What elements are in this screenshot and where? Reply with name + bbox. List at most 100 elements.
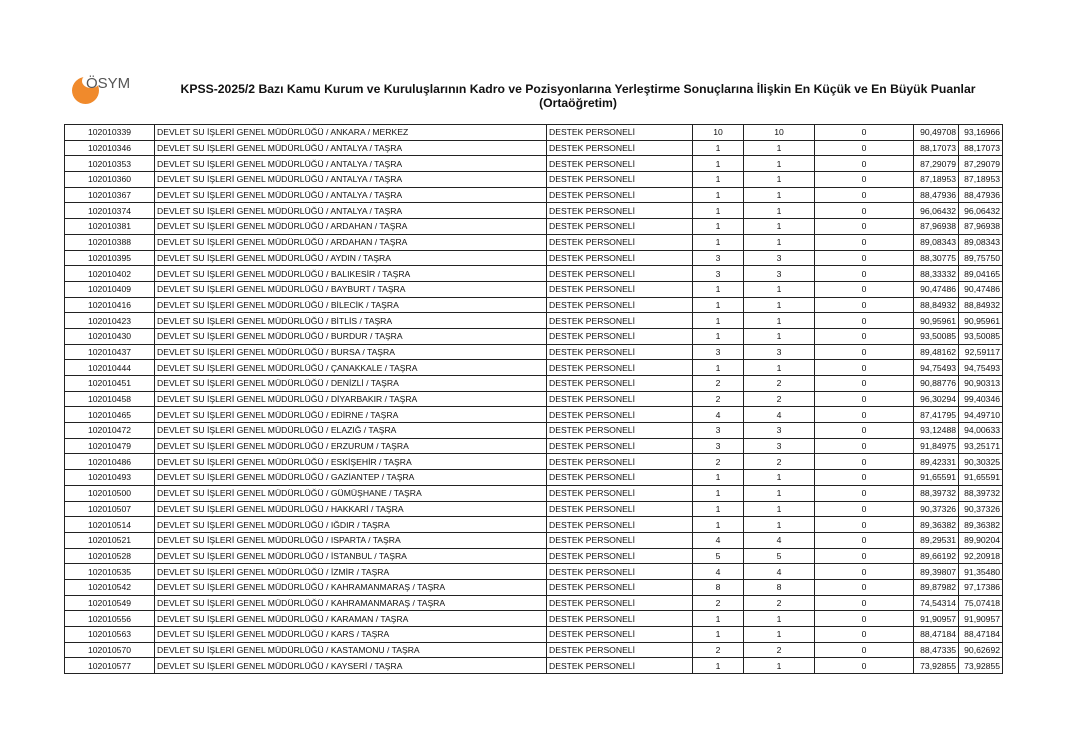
table-row: 102010507 DEVLET SU İŞLERİ GENEL MÜDÜRLÜĞ… xyxy=(64,500,1003,518)
max-score-cell: 92,20918 xyxy=(958,547,1003,565)
placed-cell: 1 xyxy=(743,327,815,345)
max-score-cell: 91,65591 xyxy=(958,469,1003,486)
institution-cell: DEVLET SU İŞLERİ GENEL MÜDÜRLÜĞÜ / HAKKA… xyxy=(154,500,547,518)
max-score-cell: 88,47184 xyxy=(958,626,1003,643)
max-score-cell: 91,35480 xyxy=(958,563,1003,580)
quota-cell: 4 xyxy=(692,406,744,424)
vacant-cell: 0 xyxy=(814,547,914,565)
quota-cell: 1 xyxy=(692,280,744,298)
max-score-cell: 91,90957 xyxy=(958,610,1003,627)
position-cell: DESTEK PERSONELİ xyxy=(546,265,693,282)
min-score-cell: 94,75493 xyxy=(913,359,959,376)
program-code-cell: 102010346 xyxy=(64,139,155,157)
min-score-cell: 90,49708 xyxy=(913,124,959,141)
min-score-cell: 89,42331 xyxy=(913,453,959,471)
table-row: 102010437 DEVLET SU İŞLERİ GENEL MÜDÜRLÜĞ… xyxy=(64,343,1003,361)
quota-cell: 4 xyxy=(692,531,744,549)
table-row: 102010444 DEVLET SU İŞLERİ GENEL MÜDÜRLÜĞ… xyxy=(64,359,1003,376)
quota-cell: 2 xyxy=(692,641,744,659)
vacant-cell: 0 xyxy=(814,484,914,502)
quota-cell: 2 xyxy=(692,453,744,471)
min-score-cell: 88,47184 xyxy=(913,626,959,643)
placed-cell: 1 xyxy=(743,171,815,188)
vacant-cell: 0 xyxy=(814,218,914,235)
position-cell: DESTEK PERSONELİ xyxy=(546,453,693,471)
table-row: 102010528 DEVLET SU İŞLERİ GENEL MÜDÜRLÜĞ… xyxy=(64,547,1003,565)
table-row: 102010346 DEVLET SU İŞLERİ GENEL MÜDÜRLÜĞ… xyxy=(64,139,1003,157)
max-score-cell: 94,00633 xyxy=(958,422,1003,439)
program-code-cell: 102010577 xyxy=(64,657,155,675)
table-row: 102010570 DEVLET SU İŞLERİ GENEL MÜDÜRLÜĞ… xyxy=(64,641,1003,659)
institution-cell: DEVLET SU İŞLERİ GENEL MÜDÜRLÜĞÜ / BURDU… xyxy=(154,327,547,345)
min-score-cell: 74,54314 xyxy=(913,594,959,612)
quota-cell: 1 xyxy=(692,186,744,204)
program-code-cell: 102010430 xyxy=(64,327,155,345)
quota-cell: 1 xyxy=(692,155,744,173)
institution-cell: DEVLET SU İŞLERİ GENEL MÜDÜRLÜĞÜ / ANKAR… xyxy=(154,124,547,141)
program-code-cell: 102010514 xyxy=(64,516,155,533)
quota-cell: 1 xyxy=(692,484,744,502)
vacant-cell: 0 xyxy=(814,375,914,392)
position-cell: DESTEK PERSONELİ xyxy=(546,531,693,549)
program-code-cell: 102010458 xyxy=(64,390,155,408)
table-row: 102010416 DEVLET SU İŞLERİ GENEL MÜDÜRLÜĞ… xyxy=(64,296,1003,314)
max-score-cell: 93,16966 xyxy=(958,124,1003,141)
min-score-cell: 93,12488 xyxy=(913,422,959,439)
program-code-cell: 102010409 xyxy=(64,280,155,298)
min-score-cell: 88,33332 xyxy=(913,265,959,282)
table-row: 102010381 DEVLET SU İŞLERİ GENEL MÜDÜRLÜĞ… xyxy=(64,218,1003,235)
position-cell: DESTEK PERSONELİ xyxy=(546,139,693,157)
placed-cell: 2 xyxy=(743,641,815,659)
position-cell: DESTEK PERSONELİ xyxy=(546,437,693,455)
institution-cell: DEVLET SU İŞLERİ GENEL MÜDÜRLÜĞÜ / AYDIN… xyxy=(154,249,547,267)
max-score-cell: 94,75493 xyxy=(958,359,1003,376)
position-cell: DESTEK PERSONELİ xyxy=(546,375,693,392)
program-code-cell: 102010507 xyxy=(64,500,155,518)
vacant-cell: 0 xyxy=(814,422,914,439)
placed-cell: 2 xyxy=(743,375,815,392)
quota-cell: 1 xyxy=(692,657,744,675)
vacant-cell: 0 xyxy=(814,171,914,188)
quota-cell: 3 xyxy=(692,343,744,361)
quota-cell: 3 xyxy=(692,422,744,439)
program-code-cell: 102010367 xyxy=(64,186,155,204)
placed-cell: 3 xyxy=(743,422,815,439)
vacant-cell: 0 xyxy=(814,390,914,408)
placed-cell: 2 xyxy=(743,594,815,612)
table-row: 102010402 DEVLET SU İŞLERİ GENEL MÜDÜRLÜĞ… xyxy=(64,265,1003,282)
institution-cell: DEVLET SU İŞLERİ GENEL MÜDÜRLÜĞÜ / ESKİŞ… xyxy=(154,453,547,471)
max-score-cell: 99,40346 xyxy=(958,390,1003,408)
position-cell: DESTEK PERSONELİ xyxy=(546,249,693,267)
max-score-cell: 90,30325 xyxy=(958,453,1003,471)
program-code-cell: 102010563 xyxy=(64,626,155,643)
institution-cell: DEVLET SU İŞLERİ GENEL MÜDÜRLÜĞÜ / ANTAL… xyxy=(154,171,547,188)
program-code-cell: 102010437 xyxy=(64,343,155,361)
position-cell: DESTEK PERSONELİ xyxy=(546,390,693,408)
placed-cell: 1 xyxy=(743,500,815,518)
min-score-cell: 93,50085 xyxy=(913,327,959,345)
vacant-cell: 0 xyxy=(814,406,914,424)
program-code-cell: 102010465 xyxy=(64,406,155,424)
position-cell: DESTEK PERSONELİ xyxy=(546,327,693,345)
table-row: 102010521 DEVLET SU İŞLERİ GENEL MÜDÜRLÜĞ… xyxy=(64,531,1003,549)
program-code-cell: 102010423 xyxy=(64,312,155,329)
position-cell: DESTEK PERSONELİ xyxy=(546,218,693,235)
vacant-cell: 0 xyxy=(814,359,914,376)
position-cell: DESTEK PERSONELİ xyxy=(546,484,693,502)
program-code-cell: 102010402 xyxy=(64,265,155,282)
vacant-cell: 0 xyxy=(814,139,914,157)
vacant-cell: 0 xyxy=(814,500,914,518)
position-cell: DESTEK PERSONELİ xyxy=(546,500,693,518)
vacant-cell: 0 xyxy=(814,578,914,596)
max-score-cell: 88,17073 xyxy=(958,139,1003,157)
min-score-cell: 87,96938 xyxy=(913,218,959,235)
max-score-cell: 87,29079 xyxy=(958,155,1003,173)
table-row: 102010409 DEVLET SU İŞLERİ GENEL MÜDÜRLÜĞ… xyxy=(64,280,1003,298)
program-code-cell: 102010388 xyxy=(64,233,155,251)
min-score-cell: 88,84932 xyxy=(913,296,959,314)
program-code-cell: 102010521 xyxy=(64,531,155,549)
table-row: 102010563 DEVLET SU İŞLERİ GENEL MÜDÜRLÜĞ… xyxy=(64,626,1003,643)
institution-cell: DEVLET SU İŞLERİ GENEL MÜDÜRLÜĞÜ / ANTAL… xyxy=(154,155,547,173)
placed-cell: 1 xyxy=(743,218,815,235)
min-score-cell: 91,90957 xyxy=(913,610,959,627)
